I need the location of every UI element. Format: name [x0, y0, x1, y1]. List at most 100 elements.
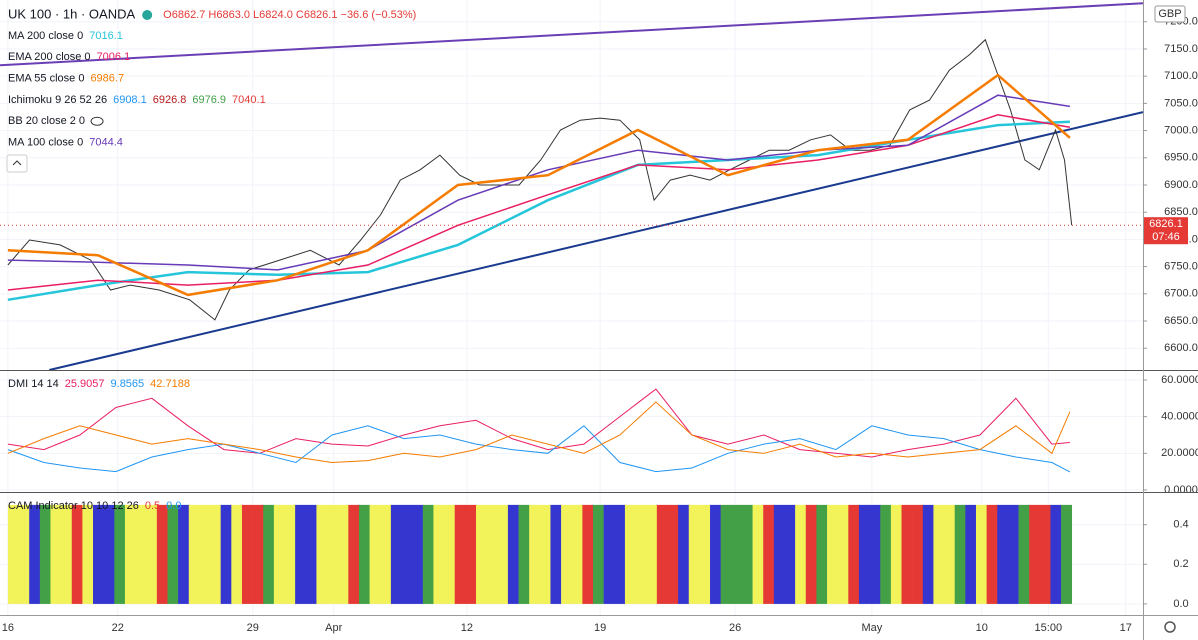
cam-stripe: [795, 504, 807, 604]
indicator-value: 0.5: [145, 500, 160, 512]
y-tick-label: 6900.0: [1164, 179, 1198, 191]
cam-stripe: [199, 504, 211, 604]
cam-stripe: [50, 504, 62, 604]
cam-stripe: [146, 504, 158, 604]
cam-stripe: [571, 504, 583, 604]
cam-stripe: [337, 504, 349, 604]
cam-stripe: [433, 504, 445, 604]
cam-stripe: [295, 504, 307, 604]
cam-stripe: [997, 504, 1009, 604]
collapse-chevron[interactable]: [12, 160, 22, 166]
cam-stripe: [348, 504, 360, 604]
collapse-button[interactable]: [6, 154, 28, 173]
marks: [0, 2, 1144, 604]
cam-stripe: [156, 504, 168, 604]
cam-stripe: [1007, 504, 1019, 604]
cam-stripe: [720, 504, 732, 604]
indicator-value: 6986.7: [90, 73, 124, 85]
indicator-value: 7044.4: [89, 136, 123, 148]
indicator-name: EMA 200 close 0: [8, 51, 91, 63]
cam-stripe: [284, 504, 296, 604]
cam-stripe: [188, 504, 200, 604]
y-tick-label: 7100.0: [1164, 70, 1198, 82]
y-tick-label: 6700.0: [1164, 288, 1198, 300]
cam-stripe: [401, 504, 413, 604]
cam-stripe: [497, 504, 509, 604]
cam-stripe: [678, 504, 690, 604]
cam-stripe: [731, 504, 743, 604]
status-dot: [142, 10, 153, 20]
series-line: [0, 2, 1144, 67]
cam-stripe: [263, 504, 275, 604]
cam-stripe: [869, 504, 881, 604]
cam-stripe: [486, 504, 498, 604]
y-tick-label: 60.0000: [1161, 374, 1198, 386]
cam-stripe: [135, 504, 147, 604]
cam-stripe: [624, 504, 636, 604]
y-tick-label: 6600.0: [1164, 342, 1198, 354]
indicator-value: 6976.9: [192, 94, 226, 106]
cam-stripe: [412, 504, 424, 604]
cam-stripe: [380, 504, 392, 604]
y-tick-label: 7000.0: [1164, 124, 1198, 136]
countdown-label: 07:46: [1152, 231, 1180, 243]
cam-stripe: [1039, 504, 1051, 604]
cam-stripe: [773, 504, 785, 604]
cam-stripe: [18, 504, 30, 604]
indicator-name: Ichimoku 9 26 52 26: [8, 94, 107, 106]
settings-button[interactable]: [1164, 621, 1176, 633]
cam-stripe: [827, 504, 838, 604]
cam-stripe: [29, 504, 41, 604]
indicator-value: 7040.1: [232, 94, 266, 106]
currency-box: [1154, 5, 1186, 23]
cam-stripe: [635, 504, 647, 604]
cam-stripe: [582, 504, 594, 604]
cam-stripe: [561, 504, 573, 604]
cam-stripe: [316, 504, 328, 604]
indicator-name: MA 100 close 0: [8, 136, 83, 148]
cam-stripe: [220, 504, 232, 604]
x-tick-label: 26: [729, 622, 741, 634]
indicator-value: 7006.1: [97, 51, 131, 63]
cam-stripe: [1018, 504, 1030, 604]
cam-stripe: [1050, 504, 1062, 604]
cam-stripe: [1029, 504, 1041, 604]
indicator-value: 9.8565: [111, 378, 145, 390]
cam-stripe: [358, 504, 370, 604]
x-tick-label: 29: [247, 622, 259, 634]
cam-stripe: [369, 504, 381, 604]
series-line: [7, 38, 1073, 321]
cam-stripe: [507, 504, 519, 604]
cam-stripe: [7, 504, 19, 604]
cam-stripe: [656, 504, 668, 604]
cam-stripe: [71, 504, 83, 604]
cam-stripe: [550, 504, 562, 604]
cam-stripe: [124, 504, 136, 604]
cam-stripe: [114, 504, 126, 604]
cam-stripe: [933, 504, 945, 604]
cam-stripe: [444, 504, 456, 604]
cam-stripe: [454, 504, 466, 604]
cam-stripe: [252, 504, 264, 604]
x-tick-label: 22: [112, 622, 124, 634]
cam-stripe: [880, 504, 892, 604]
hidden-icon[interactable]: [90, 116, 104, 126]
cam-stripe: [944, 504, 956, 604]
cam-stripe: [688, 504, 700, 604]
cam-stripe: [327, 504, 338, 604]
y-tick-label: 20.0000: [1161, 447, 1198, 459]
cam-stripe: [763, 504, 775, 604]
cam-stripe: [901, 504, 913, 604]
series-line: [49, 111, 1144, 371]
gear-icon[interactable]: [1164, 621, 1176, 633]
cam-stripe: [178, 504, 190, 604]
x-tick-label: 19: [594, 622, 606, 634]
indicator-value: 25.9057: [65, 378, 105, 390]
cam-stripe: [390, 504, 402, 604]
cam-stripe: [699, 504, 711, 604]
last-price-label: 6826.1: [1149, 218, 1183, 230]
cam-stripe: [784, 504, 796, 604]
cam-stripe: [816, 504, 828, 604]
indicator-name: CAM Indicator 10 10 12 26: [8, 500, 139, 512]
